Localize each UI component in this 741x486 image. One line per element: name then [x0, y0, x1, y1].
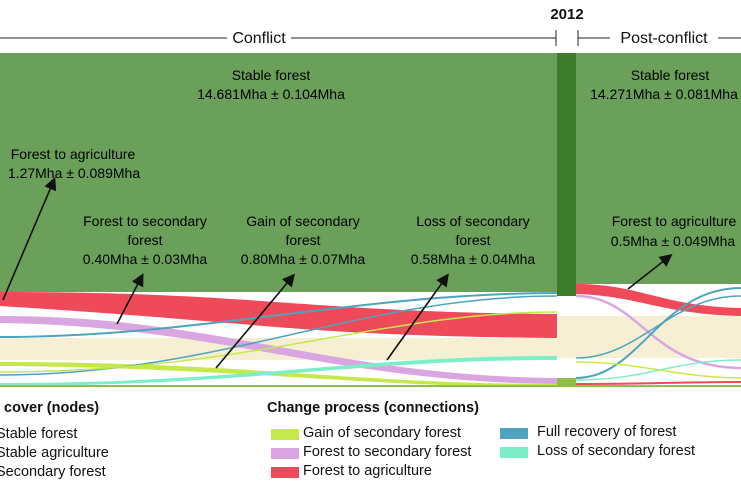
legend-swatch-full-recovery — [500, 428, 528, 439]
stable-forest-band-right — [576, 53, 741, 284]
legend-connections-title: Change process (connections) — [267, 400, 479, 416]
legend-swatch-loss-secondary — [500, 447, 528, 458]
year-label: 2012 — [550, 6, 583, 23]
node-2012-forest — [557, 53, 576, 296]
legend-label-loss-secondary: Loss of secondary forest — [537, 443, 695, 459]
node-2012-secondary — [557, 378, 576, 387]
arrow-forest-to-secondary-left — [116, 273, 144, 325]
arrow-forest-to-agriculture-left — [2, 177, 57, 301]
gain-secondary-left-line2: forest — [285, 232, 320, 248]
forest-to-agriculture-left-value: 1.27Mha ± 0.089Mha — [8, 165, 140, 181]
legend-nodes-title: l cover (nodes) — [0, 400, 100, 416]
legend-node-stable-forest: Stable forest — [0, 426, 78, 442]
secondary-forest-strip — [0, 385, 741, 387]
arrow-gain-secondary-left — [215, 273, 296, 369]
flow-loss-secondary-left — [0, 356, 557, 386]
flow-recovery-right — [575, 287, 741, 379]
flow-gain-left-thin — [0, 311, 558, 373]
postconflict-label: Post-conflict — [620, 30, 708, 47]
stable-forest-right-title: Stable forest — [631, 67, 710, 83]
loss-secondary-left-line1: Loss of secondary — [416, 213, 530, 229]
legend-label-forest-to-agriculture: Forest to agriculture — [303, 463, 432, 479]
stable-forest-band-left — [0, 53, 557, 292]
arrow-forest-to-agriculture-right — [627, 254, 673, 290]
flow-gain-secondary-left — [0, 362, 557, 387]
flow-forest-to-secondary-left — [0, 316, 557, 384]
forest-to-secondary-left-value: 0.40Mha ± 0.03Mha — [83, 251, 208, 267]
forest-to-agriculture-left-title: Forest to agriculture — [11, 146, 136, 162]
legend-label-full-recovery: Full recovery of forest — [537, 424, 677, 440]
loss-secondary-left-line2: forest — [455, 232, 490, 248]
legend-node-secondary-forest: Secondary forest — [0, 464, 106, 480]
flow-forest-to-agriculture-right — [576, 284, 741, 316]
stable-forest-left-value: 14.681Mha ± 0.104Mha — [197, 86, 345, 102]
gain-secondary-left-value: 0.80Mha ± 0.07Mha — [241, 251, 366, 267]
conflict-label: Conflict — [232, 30, 286, 47]
forest-to-secondary-left-line1: Forest to secondary — [83, 213, 207, 229]
stable-forest-left-title: Stable forest — [232, 67, 311, 83]
flow-recovery-left — [0, 292, 558, 338]
legend-swatch-gain-secondary — [271, 429, 299, 440]
legend-swatch-forest-to-agriculture — [271, 467, 299, 478]
flow-recovery-right-2 — [575, 295, 741, 359]
node-2012-agriculture — [557, 316, 576, 358]
loss-secondary-left-value: 0.58Mha ± 0.04Mha — [411, 251, 536, 267]
legend-swatch-forest-to-secondary — [271, 448, 299, 459]
arrow-loss-secondary-left — [386, 273, 449, 361]
legend-label-forest-to-secondary: Forest to secondary forest — [303, 444, 472, 460]
legend-label-gain-secondary: Gain of secondary forest — [303, 425, 461, 441]
forest-to-agriculture-right-title: Forest to agriculture — [612, 213, 737, 229]
flow-recovery-left-2 — [0, 295, 558, 376]
flow-agri-right-lower — [575, 381, 741, 385]
gain-secondary-left-line1: Gain of secondary — [246, 213, 360, 229]
forest-to-agriculture-right-value: 0.5Mha ± 0.049Mha — [611, 233, 736, 249]
stable-agriculture-band-right — [576, 316, 741, 358]
forest-to-secondary-left-line2: forest — [127, 232, 162, 248]
legend-node-stable-agriculture: Stable agriculture — [0, 445, 109, 461]
stable-forest-right-value: 14.271Mha ± 0.081Mha — [590, 86, 738, 102]
flow-gain-right — [575, 361, 741, 379]
